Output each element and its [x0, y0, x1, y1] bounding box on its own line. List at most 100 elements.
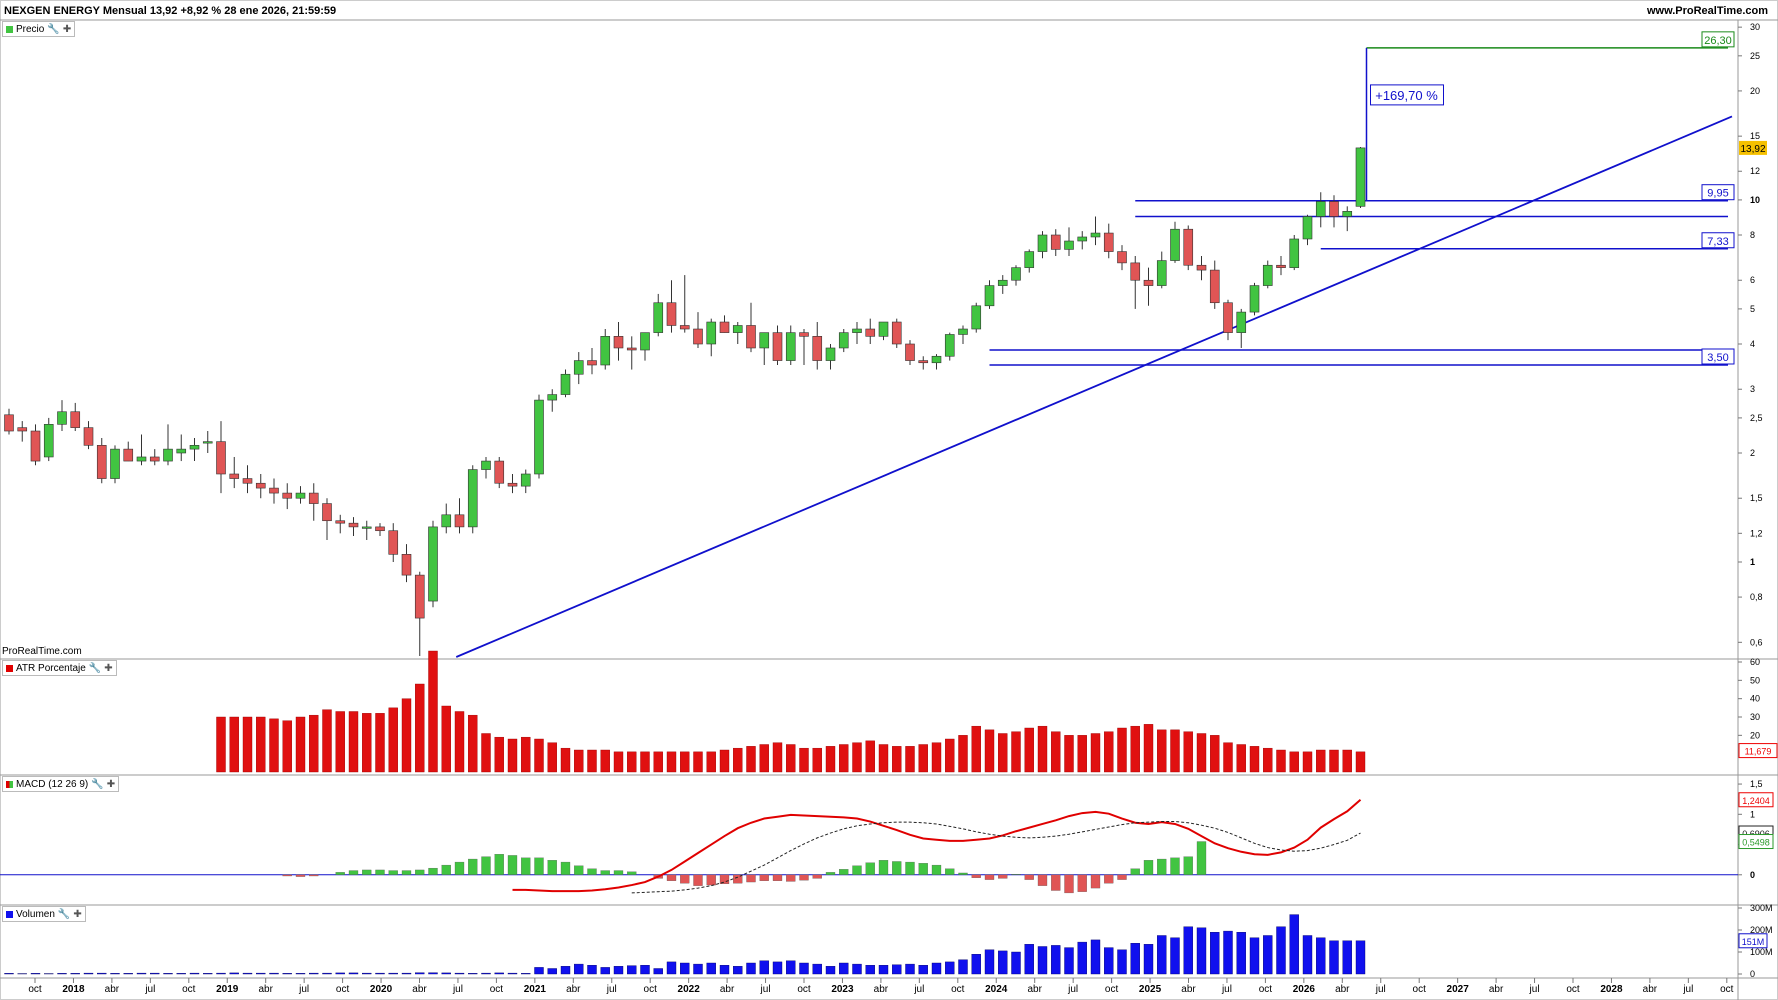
candle: [1024, 249, 1035, 273]
candle-down: [149, 456, 160, 462]
candle-down: [269, 487, 279, 494]
candle: [732, 322, 743, 344]
candle-up: [1011, 267, 1021, 281]
level-label-733: 7,33: [1707, 236, 1728, 248]
pct-annotation-box: [1370, 84, 1444, 106]
candle-down: [1223, 302, 1233, 333]
volume-bar: [507, 972, 518, 975]
candle: [57, 400, 67, 432]
atr-bar: [560, 747, 571, 773]
panel-label-atr[interactable]: ATR Porcentaje 🔧 ✚: [2, 660, 117, 676]
macd-hist-bar: [388, 870, 398, 875]
candle-down: [414, 574, 425, 619]
candle-down: [507, 482, 518, 487]
panel-label-macd[interactable]: MACD (12 26 9) 🔧 ✚: [2, 776, 120, 792]
atr-bar: [282, 720, 292, 773]
macd-hist-bar: [1104, 874, 1114, 884]
candle-down: [1117, 251, 1127, 264]
macd-hist-bar: [878, 860, 889, 875]
volume-bar: [269, 972, 279, 975]
candle-up: [958, 328, 968, 335]
panel-label-volume[interactable]: Volumen 🔧 ✚: [2, 906, 86, 922]
volume-bar: [971, 954, 981, 975]
plus-icon[interactable]: ✚: [62, 23, 72, 35]
time-tick-label: 2023: [831, 984, 854, 995]
atr-bar: [242, 716, 253, 773]
time-tick-label: oct: [182, 984, 196, 995]
time-tick-label: oct: [1720, 984, 1734, 995]
atr-label-text: ATR Porcentaje: [16, 662, 86, 674]
candle: [958, 325, 968, 344]
time-tick-label: oct: [1105, 984, 1119, 995]
candle-down: [1183, 228, 1194, 266]
candle: [163, 424, 173, 466]
macd-hist-bar: [945, 868, 955, 875]
candle-up: [971, 305, 982, 330]
candle-up: [984, 285, 995, 307]
wrench-icon[interactable]: 🔧: [47, 23, 60, 35]
volume-bar: [242, 972, 253, 975]
plus-icon[interactable]: ✚: [106, 778, 116, 790]
atr-bar: [494, 736, 504, 773]
site-url[interactable]: www.ProRealTime.com: [1646, 5, 1768, 17]
atr-bar: [481, 733, 491, 773]
candle: [1077, 231, 1088, 250]
volume-bar: [825, 966, 836, 975]
atr-bar: [1210, 735, 1220, 773]
time-tick-label: jul: [606, 984, 617, 995]
atr-bar: [547, 742, 557, 773]
panel-label-price[interactable]: Precio 🔧 ✚: [2, 21, 76, 37]
wrench-icon[interactable]: 🔧: [88, 662, 102, 674]
candle-down: [1209, 269, 1220, 304]
macd-hist-bar: [335, 872, 345, 875]
atr-bar: [1064, 735, 1074, 773]
atr-bar: [1143, 724, 1154, 773]
candle: [1209, 260, 1220, 309]
volume-bar: [295, 973, 306, 975]
plus-icon[interactable]: ✚: [104, 662, 113, 674]
atr-bar: [680, 751, 690, 773]
atr-bar: [295, 716, 306, 773]
plus-icon[interactable]: ✚: [73, 908, 82, 920]
volume-bar: [693, 963, 703, 975]
time-tick-label: abr: [258, 984, 273, 995]
macd-hist-bar: [998, 874, 1008, 879]
volume-bar: [759, 960, 769, 975]
candle-down: [388, 530, 399, 555]
atr-bar: [998, 733, 1008, 773]
atr-bar: [1302, 751, 1313, 773]
candle-up: [441, 514, 452, 528]
wrench-icon[interactable]: 🔧: [57, 908, 71, 920]
price-tick-label: 8: [1750, 230, 1755, 240]
candle-down: [812, 336, 823, 361]
candle-down: [772, 332, 783, 361]
candle-up: [295, 492, 306, 499]
candle-down: [865, 328, 876, 337]
candle: [653, 293, 664, 337]
candle-down: [613, 336, 624, 349]
volume-bar: [229, 972, 239, 975]
candle-up: [547, 394, 558, 401]
candle: [269, 478, 279, 504]
candle-down: [282, 492, 293, 499]
candle-up: [1024, 251, 1035, 268]
candle-down: [1130, 262, 1141, 281]
hist-last-label-box: [1738, 834, 1774, 850]
time-tick-label: 2021: [524, 984, 547, 995]
atr-bar: [600, 749, 610, 773]
volume-bar: [441, 972, 451, 975]
atr-bar: [945, 738, 955, 773]
candle-up: [732, 325, 743, 333]
macd-hist-bar: [839, 869, 849, 875]
atr-bar: [653, 751, 663, 773]
macd-hist-bar: [799, 874, 809, 881]
volume-bar: [1117, 949, 1127, 975]
candle: [587, 347, 597, 375]
macd-hist-bar: [587, 868, 597, 875]
volume-bar: [189, 972, 200, 975]
candle: [1156, 251, 1167, 289]
volume-bar: [1051, 945, 1061, 975]
volume-bar: [216, 972, 226, 975]
wrench-icon[interactable]: 🔧: [91, 778, 104, 790]
macd-hist-bar: [865, 862, 875, 875]
